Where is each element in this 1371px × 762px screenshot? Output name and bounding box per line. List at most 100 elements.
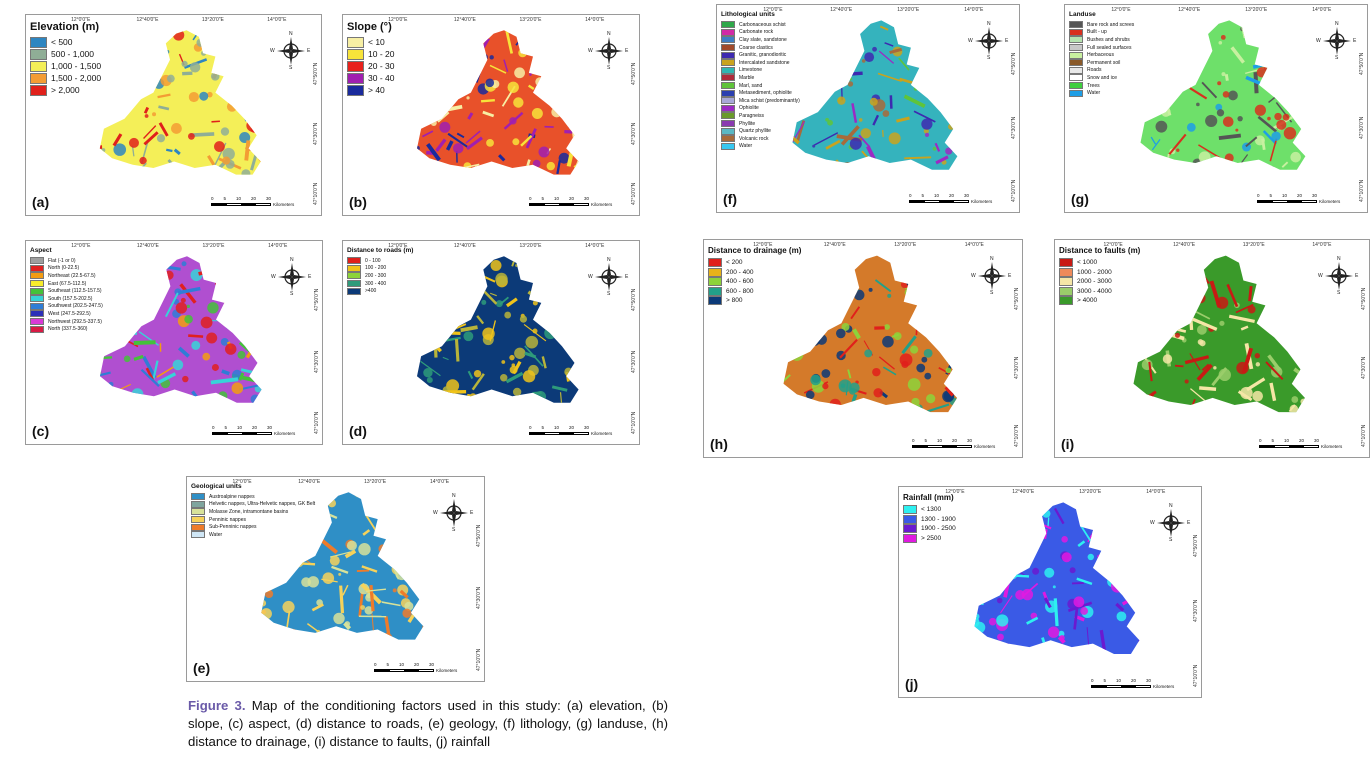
- compass-w: W: [971, 273, 976, 279]
- map-texture-patch: [1199, 340, 1206, 347]
- map-texture-patch: [155, 58, 161, 64]
- legend-title: Lithological units: [721, 11, 775, 18]
- map-texture-stroke: [423, 632, 424, 639]
- map-texture-stroke: [1311, 380, 1314, 397]
- map-panel-d: Distance to roads (m) 0 - 100 100 - 200 200…: [342, 240, 640, 445]
- map-texture-stroke: [152, 360, 159, 380]
- legend-swatch: [30, 318, 44, 326]
- map-texture-patch: [1268, 30, 1279, 41]
- map-texture-stroke: [1074, 647, 1090, 655]
- map-texture-stroke: [165, 148, 173, 153]
- map-texture-stroke: [1191, 289, 1196, 304]
- map-texture-patch: [239, 271, 248, 280]
- map-texture-patch: [933, 255, 943, 260]
- map-texture-stroke: [265, 390, 271, 399]
- map-texture-patch: [882, 110, 890, 117]
- legend-swatch: [30, 36, 47, 48]
- map-texture-patch: [1283, 78, 1292, 86]
- map-texture-patch: [397, 314, 405, 322]
- legend-label: Water: [1087, 90, 1101, 97]
- map-texture-stroke: [466, 136, 483, 151]
- map-texture-stroke: [1269, 382, 1277, 402]
- map-texture-patch: [495, 300, 503, 308]
- scale-bar: 0 5 10 20 30 Kilometers: [912, 438, 995, 449]
- map-texture-patch: [790, 347, 804, 361]
- map-texture-patch: [827, 119, 833, 126]
- map-texture-stroke: [868, 173, 875, 174]
- map-texture-patch: [336, 644, 344, 652]
- compass-n: N: [1337, 256, 1341, 262]
- map-texture-stroke: [339, 585, 345, 614]
- map-texture-stroke: [1184, 355, 1210, 365]
- map-texture-patch: [256, 168, 261, 175]
- map-texture-stroke: [143, 106, 150, 114]
- map-texture-patch: [532, 300, 538, 306]
- map-texture-patch: [966, 554, 973, 561]
- map-texture-patch: [838, 379, 852, 393]
- map-texture-patch: [1069, 567, 1076, 574]
- map-texture-stroke: [974, 597, 984, 606]
- legend-swatch: [721, 51, 735, 59]
- legend-label: Mica schist (predominantly): [739, 97, 800, 104]
- map-texture-stroke: [460, 325, 478, 333]
- map-texture-patch: [1298, 26, 1304, 33]
- map-texture-patch: [228, 87, 235, 95]
- map-texture-patch: [801, 20, 814, 30]
- map-texture-patch: [212, 274, 220, 282]
- longitude-label: 12°40'0"E: [453, 17, 476, 23]
- map-texture-stroke: [141, 72, 160, 91]
- map-texture-patch: [1054, 650, 1065, 655]
- legend-swatch: [347, 48, 364, 60]
- legend-item: Austroalpine nappes: [191, 493, 315, 501]
- map-texture-patch: [775, 423, 784, 432]
- map-texture-patch: [323, 635, 329, 640]
- map-texture-stroke: [1149, 63, 1170, 73]
- map-texture-stroke: [528, 50, 544, 77]
- legend-item: Ophiolite: [721, 104, 800, 113]
- region-map: [100, 256, 271, 403]
- map-texture-patch: [182, 375, 189, 383]
- map-texture-patch: [806, 255, 812, 258]
- caption-label: Figure 3.: [188, 698, 246, 713]
- legend-label: > 4000: [1077, 297, 1098, 305]
- map-texture-stroke: [248, 643, 258, 662]
- map-texture-patch: [417, 271, 424, 284]
- compass-n: N: [990, 256, 994, 262]
- map-texture-patch: [914, 162, 920, 169]
- map-texture-stroke: [415, 542, 422, 560]
- map-texture-stroke: [1165, 588, 1172, 595]
- map-texture-stroke: [556, 64, 561, 79]
- scale-tick: 0: [909, 193, 912, 198]
- map-texture-patch: [940, 86, 953, 99]
- compass-w: W: [270, 48, 275, 54]
- map-texture-stroke: [229, 32, 240, 57]
- legend-label: Southwest (202.5-247.5): [48, 303, 103, 310]
- map-texture-stroke: [1190, 388, 1207, 403]
- map-texture-stroke: [559, 392, 564, 403]
- map-texture-patch: [907, 378, 921, 391]
- map-texture-patch: [1125, 138, 1134, 147]
- map-texture-patch: [322, 572, 335, 584]
- scale-bar: 0 5 10 20 30 Kilometers: [1091, 678, 1174, 689]
- map-texture-patch: [941, 184, 946, 189]
- panel-label: (i): [1061, 436, 1075, 452]
- legend-label: < 1000: [1077, 259, 1098, 267]
- map-texture-patch: [1255, 362, 1261, 367]
- map-texture-patch: [518, 48, 528, 58]
- map-texture-patch: [853, 289, 865, 301]
- map-texture-stroke: [1274, 315, 1289, 332]
- map-texture-patch: [191, 340, 201, 350]
- map-texture-patch: [495, 272, 508, 286]
- scale-tick: 30: [1145, 678, 1151, 683]
- map-texture-stroke: [114, 105, 126, 118]
- map-texture-stroke: [841, 255, 849, 259]
- map-texture-patch: [236, 273, 250, 287]
- map-texture-stroke: [157, 93, 171, 99]
- map-texture-patch: [1149, 318, 1162, 332]
- map-panel-f: Lithological units Carbonaceous schist Car…: [716, 4, 1020, 213]
- map-texture-patch: [418, 296, 429, 307]
- legend-label: Penninic nappes: [209, 516, 246, 523]
- map-texture-stroke: [603, 159, 612, 164]
- map-texture-stroke: [1107, 568, 1123, 571]
